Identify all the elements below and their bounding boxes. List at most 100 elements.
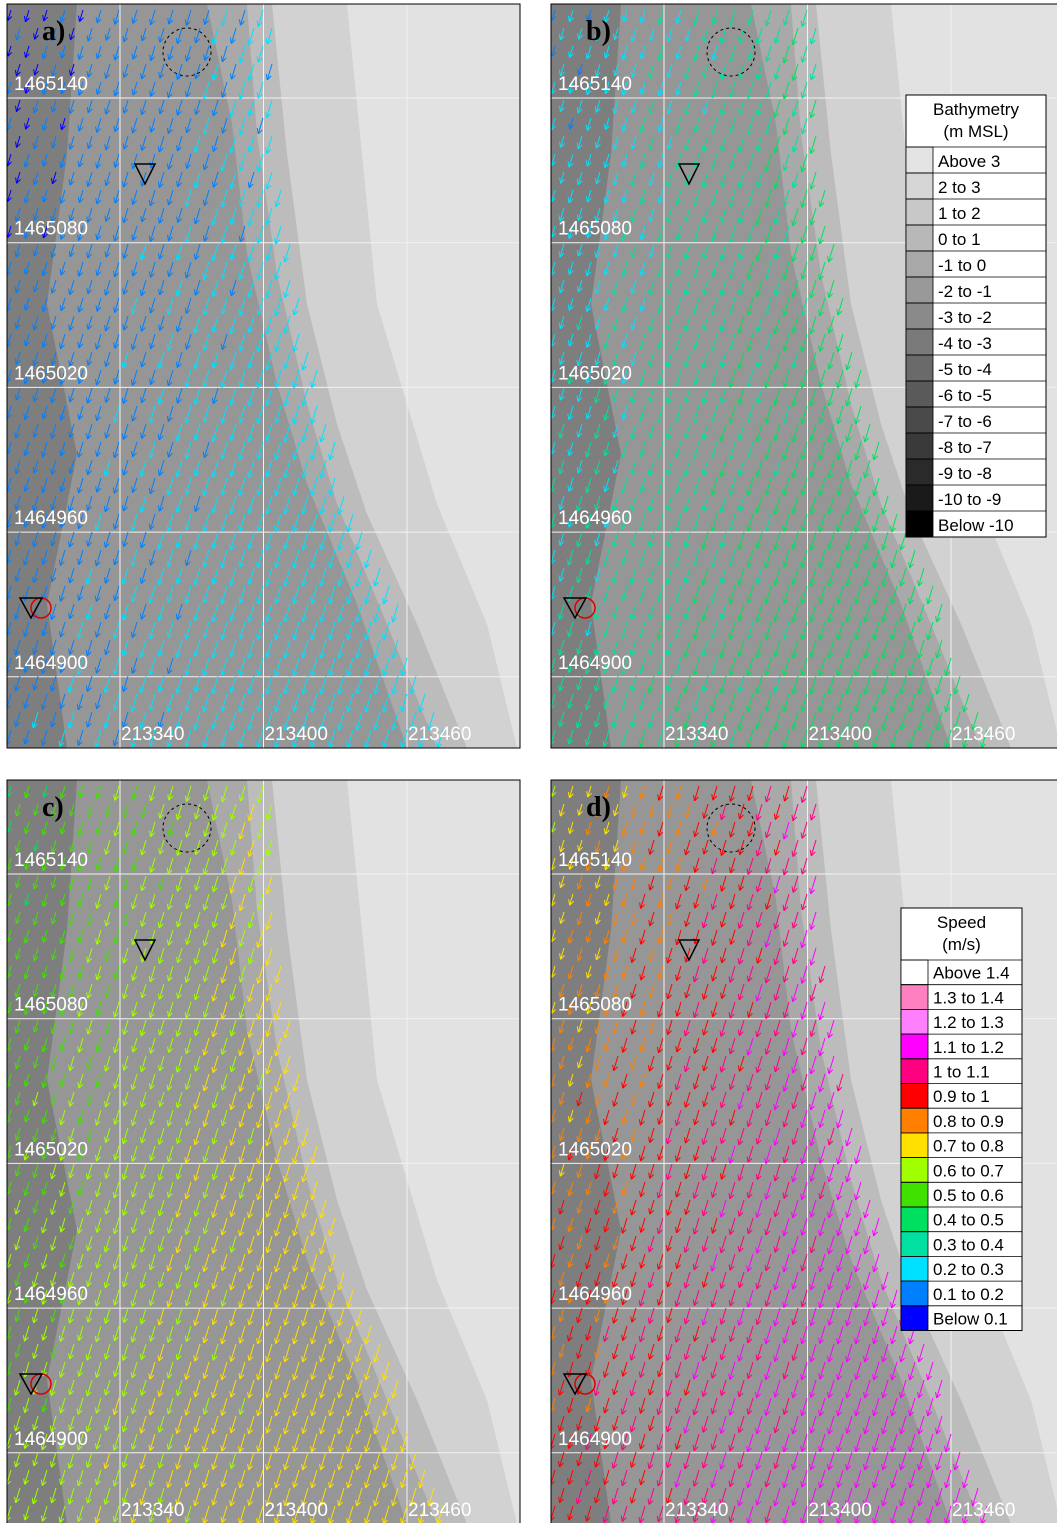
legend-swatch [901, 1059, 928, 1084]
legend-title: Bathymetry [933, 100, 1019, 119]
x-tick-label: 213460 [408, 1500, 471, 1521]
x-tick-label: 213460 [952, 1500, 1015, 1521]
legend-swatch [906, 407, 933, 433]
y-tick-label: 1465020 [558, 1139, 632, 1160]
legend-label: 1.1 to 1.2 [933, 1038, 1004, 1057]
legend-swatch [906, 225, 933, 251]
y-tick-label: 1464960 [558, 508, 632, 529]
legend-label: 0.2 to 0.3 [933, 1260, 1004, 1279]
y-tick-label: 1465080 [14, 995, 88, 1016]
legend-label: -3 to -2 [938, 308, 992, 327]
legend-label: -2 to -1 [938, 282, 992, 301]
legend-label: Above 1.4 [933, 964, 1010, 983]
legend-label: -8 to -7 [938, 438, 992, 457]
y-tick-label: 1465080 [558, 995, 632, 1016]
legend-swatch [906, 251, 933, 277]
panel-label: c) [42, 792, 64, 823]
legend-label: -9 to -8 [938, 464, 992, 483]
legend-label: 1.3 to 1.4 [933, 988, 1004, 1007]
y-tick-label: 1464900 [14, 1429, 88, 1450]
y-tick-label: 1464960 [14, 508, 88, 529]
legend-swatch [901, 1084, 928, 1109]
legend-label: 0.4 to 0.5 [933, 1211, 1004, 1230]
y-tick-label: 1465140 [558, 850, 632, 871]
y-tick-label: 1465080 [558, 219, 632, 240]
legend-swatch [901, 1034, 928, 1059]
legend-swatch [901, 960, 928, 985]
legend-swatch [906, 147, 933, 173]
y-tick-label: 1465080 [14, 219, 88, 240]
legend-label: 0 to 1 [938, 230, 981, 249]
y-tick-label: 1465020 [14, 363, 88, 384]
legend: Speed (m/s) Above 1.4 1.3 to 1.4 1.2 to 1.3 1… [901, 908, 1022, 1331]
map-panel: 1465140 1465080 1465020 1464960 1464900 21334… [5, 4, 520, 748]
legend-swatch [906, 173, 933, 199]
legend-swatch [906, 433, 933, 459]
legend-label: 1.2 to 1.3 [933, 1013, 1004, 1032]
legend-swatch [906, 303, 933, 329]
legend-label: 0.6 to 0.7 [933, 1161, 1004, 1180]
legend-label: 0.1 to 0.2 [933, 1285, 1004, 1304]
figure: 1465140 1465080 1465020 1464960 1464900 21334… [0, 0, 1057, 1523]
map-panel: 1465140 1465080 1465020 1464960 1464900 21334… [5, 780, 520, 1523]
y-tick-label: 1465020 [558, 363, 632, 384]
legend-swatch [906, 355, 933, 381]
y-tick-label: 1465140 [558, 74, 632, 95]
legend-label: 1 to 2 [938, 204, 981, 223]
legend-label: -10 to -9 [938, 490, 1001, 509]
legend-swatch [906, 277, 933, 303]
legend-swatch [901, 1256, 928, 1281]
legend-swatch [906, 485, 933, 511]
y-tick-label: 1464960 [558, 1284, 632, 1305]
x-tick-label: 213340 [665, 1500, 728, 1521]
legend-swatch [906, 329, 933, 355]
legend-swatch [901, 1232, 928, 1257]
legend-swatch [901, 1009, 928, 1034]
legend-label: -1 to 0 [938, 256, 986, 275]
x-tick-label: 213460 [408, 724, 471, 745]
y-tick-label: 1464900 [558, 1429, 632, 1450]
legend-swatch [901, 1306, 928, 1331]
legend-swatch [906, 381, 933, 407]
x-tick-label: 213400 [265, 1500, 328, 1521]
x-tick-label: 213400 [809, 1500, 872, 1521]
legend-title: (m MSL) [943, 122, 1008, 141]
legend-label: 1 to 1.1 [933, 1063, 990, 1082]
legend-swatch [901, 1207, 928, 1232]
panel-label: a) [42, 16, 65, 47]
y-tick-label: 1465020 [14, 1139, 88, 1160]
legend-label: 0.9 to 1 [933, 1087, 990, 1106]
panel-label: d) [586, 792, 611, 823]
legend-swatch [901, 1108, 928, 1133]
legend-title: (m/s) [942, 935, 981, 954]
y-tick-label: 1465140 [14, 74, 88, 95]
x-tick-label: 213340 [121, 724, 184, 745]
y-tick-label: 1464960 [14, 1284, 88, 1305]
legend-label: 0.3 to 0.4 [933, 1235, 1004, 1254]
legend-label: -4 to -3 [938, 334, 992, 353]
legend-label: 0.5 to 0.6 [933, 1186, 1004, 1205]
legend-swatch [906, 459, 933, 485]
legend-swatch [901, 1281, 928, 1306]
legend: Bathymetry (m MSL) Above 3 2 to 3 1 to 2 0 to… [906, 95, 1046, 537]
x-tick-label: 213340 [121, 1500, 184, 1521]
legend-swatch [901, 985, 928, 1010]
x-tick-label: 213460 [952, 724, 1015, 745]
legend-label: 2 to 3 [938, 178, 981, 197]
x-tick-label: 213340 [665, 724, 728, 745]
legend-label: -7 to -6 [938, 412, 992, 431]
legend-label: Above 3 [938, 152, 1000, 171]
legend-swatch [901, 1133, 928, 1158]
legend-swatch [906, 511, 933, 537]
legend-swatch [906, 199, 933, 225]
panel-label: b) [586, 16, 611, 47]
y-tick-label: 1465140 [14, 850, 88, 871]
y-tick-label: 1464900 [14, 653, 88, 674]
legend-title: Speed [937, 913, 986, 932]
legend-swatch [901, 1182, 928, 1207]
legend-label: -6 to -5 [938, 386, 992, 405]
legend-label: 0.8 to 0.9 [933, 1112, 1004, 1131]
x-tick-label: 213400 [265, 724, 328, 745]
legend-label: Below 0.1 [933, 1310, 1008, 1329]
legend-label: -5 to -4 [938, 360, 992, 379]
